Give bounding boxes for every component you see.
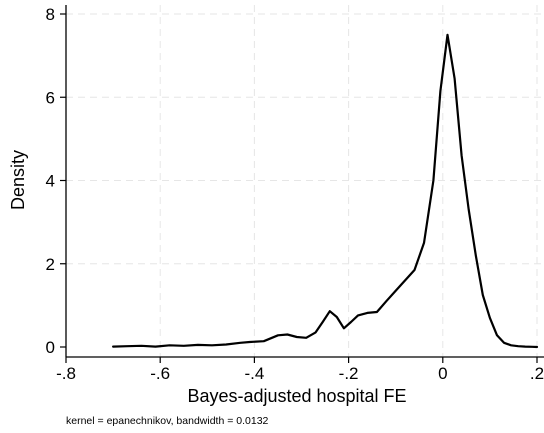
y-tick-label: 6 [46, 88, 55, 107]
density-line [111, 33, 539, 349]
x-tick-label: 0 [438, 364, 447, 383]
axes [60, 5, 544, 363]
x-tick-label: -.8 [56, 364, 76, 383]
y-tick-label: 4 [46, 172, 55, 191]
series-layer [111, 33, 539, 349]
x-tick-label: .2 [530, 364, 544, 383]
x-tick-label: -.2 [339, 364, 359, 383]
kernel-note: kernel = epanechnikov, bandwidth = 0.013… [66, 415, 269, 427]
x-tick-label: -.6 [150, 364, 170, 383]
x-tick-label: -.4 [244, 364, 264, 383]
x-axis-title: Bayes-adjusted hospital FE [187, 386, 406, 406]
y-axis-title: Density [8, 150, 28, 210]
y-tick-label: 8 [46, 5, 55, 24]
tick-labels: 0 2 4 6 8 -.8 -.6 -.4 -.2 0 .2 [46, 5, 544, 383]
y-tick-label: 0 [46, 338, 55, 357]
grid-lines [65, 5, 544, 357]
y-tick-label: 2 [46, 255, 55, 274]
